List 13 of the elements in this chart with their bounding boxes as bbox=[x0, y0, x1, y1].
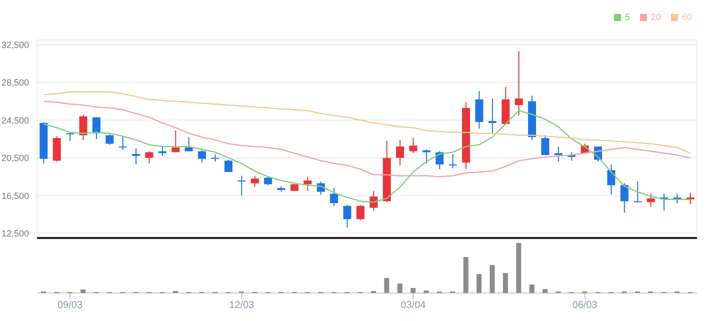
x-tick-label: 06/03 bbox=[572, 300, 598, 312]
x-tick-label: 12/03 bbox=[229, 300, 255, 312]
y-tick-label: 32,500 bbox=[1, 40, 29, 50]
y-tick-label: 16,500 bbox=[1, 190, 29, 201]
y-tick-label: 28,500 bbox=[1, 78, 29, 88]
y-tick-label: 20,500 bbox=[1, 153, 29, 164]
legend-label: 20 bbox=[650, 12, 661, 22]
y-tick-label: 24,500 bbox=[1, 115, 29, 126]
y-tick-label: 12,500 bbox=[1, 228, 29, 238]
x-tick-label: 09/03 bbox=[57, 300, 83, 312]
legend-label: 60 bbox=[682, 12, 692, 22]
legend-label: 5 bbox=[624, 12, 630, 22]
x-tick-label: 03/04 bbox=[400, 300, 426, 312]
